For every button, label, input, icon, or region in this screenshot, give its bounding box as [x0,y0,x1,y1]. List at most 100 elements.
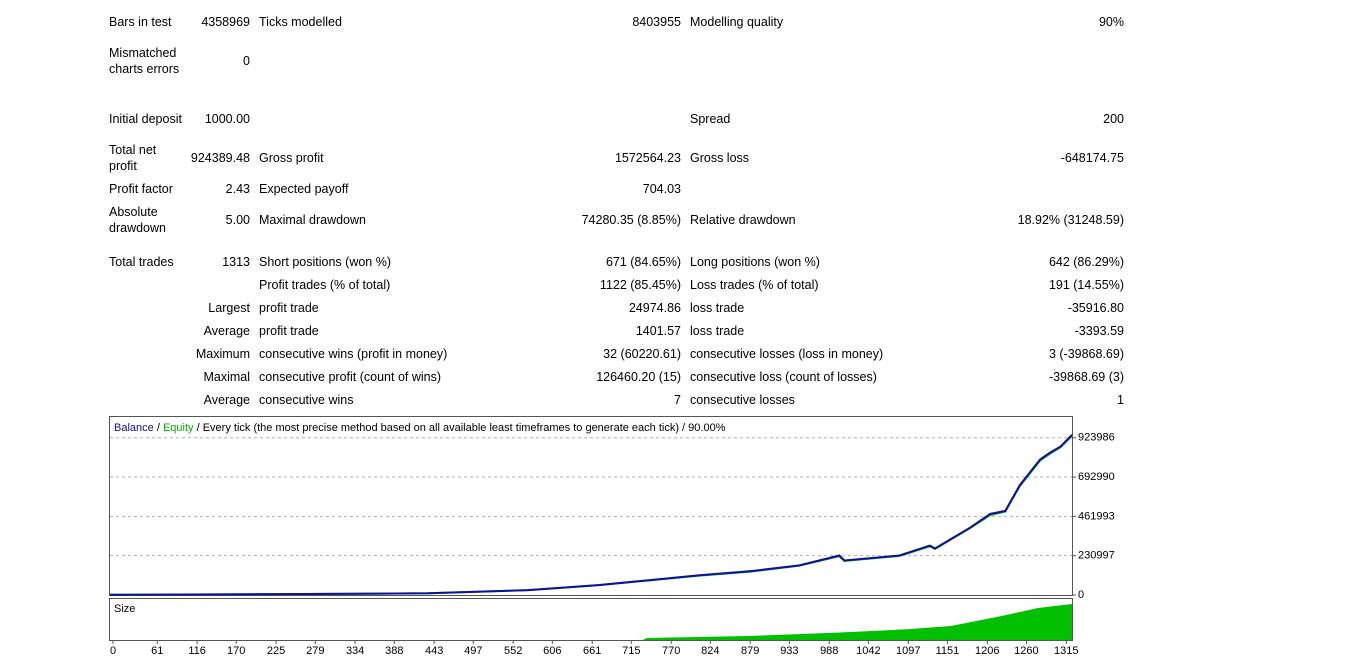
x-tick-label: 1260 [1014,645,1038,657]
row-label: consecutive losses [690,393,795,407]
legend-separator: / [157,422,161,434]
row-value: 1122 (85.45%) [599,278,681,292]
row-value: -35916.80 [1067,301,1124,315]
row-value: 32 (60220.61) [603,347,681,361]
row-label: Gross profit [259,151,324,165]
row-label: Long positions (won %) [690,255,820,269]
series-line [109,434,1073,596]
legend: Balance / Equity / Every tick (the most … [114,422,726,434]
chart-subtitle: Every tick (the most precise method base… [203,422,726,434]
row-value: 2.43 [225,182,250,196]
row-value: 1572564.23 [614,151,681,165]
x-tick-label: 552 [504,645,522,657]
row-value: 8403955 [632,15,681,29]
row-label: loss trade [690,324,745,338]
x-tick-label: 606 [543,645,561,657]
row-value: 126460.20 (15) [596,370,681,384]
row-label: Mismatched charts errors [109,46,180,76]
row-value: 671 (84.65%) [605,255,681,269]
x-tick-label: 1206 [975,645,999,657]
x-tick-label: 170 [227,645,245,657]
row-label: consecutive wins (profit in money) [259,347,448,361]
row-label: Maximal drawdown [259,213,366,227]
row-value: 1 [1117,393,1124,407]
x-tick-label: 279 [306,645,324,657]
row-label: consecutive wins [259,393,354,407]
row-value: 0 [243,54,250,68]
row-label: consecutive losses (loss in money) [690,347,884,361]
x-tick-label: 715 [622,645,640,657]
row-label: Relative drawdown [690,213,796,227]
row-label: Gross loss [690,151,750,165]
x-tick-label: 1151 [936,645,960,657]
row-value: 924389.48 [190,151,250,165]
row-value: 18.92% (31248.59) [1017,213,1124,227]
size-area [110,604,1072,640]
row-label: Spread [690,112,731,126]
row-label: Absolute drawdown [109,205,166,235]
x-tick-label: 933 [780,645,798,657]
x-tick-label: 988 [820,645,838,657]
y-tick-label: 0 [1078,589,1084,601]
x-tick-label: 61 [151,645,163,657]
row-label: consecutive profit (count of wins) [259,370,442,384]
row-value: 191 (14.55%) [1048,278,1124,292]
row-value: 1313 [222,255,250,269]
row-label: Largest [208,301,250,315]
row-value: 24974.86 [628,301,681,315]
x-tick-label: 1315 [1054,645,1078,657]
panel-title: Size [114,603,135,615]
x-tick-label: 0 [110,645,116,657]
legend-separator: / [197,422,201,434]
row-label: Profit factor [109,182,173,196]
x-tick-label: 879 [741,645,759,657]
row-value: -39868.69 (3) [1048,370,1124,384]
row-label: Total trades [109,255,174,269]
y-tick-label: 692990 [1078,471,1115,483]
x-tick-label: 116 [188,645,206,657]
x-tick-label: 388 [385,645,403,657]
row-value: 4358969 [201,15,250,29]
row-value: 5.00 [225,213,250,227]
x-tick-label: 1097 [896,645,920,657]
row-value: 1401.57 [635,324,681,338]
row-label: Ticks modelled [259,15,342,29]
x-tick-label: 334 [346,645,364,657]
row-label: Profit trades (% of total) [259,278,391,292]
row-value: -3393.59 [1074,324,1124,338]
row-label: Initial deposit [109,112,182,126]
row-value: 704.03 [642,182,681,196]
row-value: 74280.35 (8.85%) [581,213,681,227]
row-label: profit trade [259,301,319,315]
x-tick-label: 1042 [856,645,880,657]
row-label: Total net profit [109,143,157,173]
row-value: 90% [1098,15,1124,29]
y-tick-label: 461993 [1078,510,1115,522]
row-label: loss trade [690,301,745,315]
row-label: Expected payoff [259,182,349,196]
row-label: profit trade [259,324,319,338]
x-tick-label: 497 [464,645,482,657]
row-value: 200 [1103,112,1124,126]
row-label: Average [203,393,250,407]
plot-frame [109,416,1073,596]
x-tick-label: 770 [662,645,680,657]
row-value: -648174.75 [1060,151,1124,165]
row-label: Average [203,324,250,338]
x-tick-label: 824 [701,645,719,657]
row-value: 7 [674,393,681,407]
legend-entry: Balance [114,422,154,434]
y-tick-label: 923986 [1078,432,1115,444]
legend-entry: Equity [163,422,194,434]
y-tick-label: 230997 [1078,550,1115,562]
row-label: consecutive loss (count of losses) [690,370,877,384]
x-tick-label: 225 [267,645,285,657]
row-value: 642 (86.29%) [1048,255,1124,269]
row-value: 3 (-39868.69) [1048,347,1124,361]
row-label: Maximal [203,370,250,384]
row-label: Modelling quality [690,15,784,29]
row-value: 1000.00 [204,112,250,126]
row-label: Bars in test [109,15,172,29]
